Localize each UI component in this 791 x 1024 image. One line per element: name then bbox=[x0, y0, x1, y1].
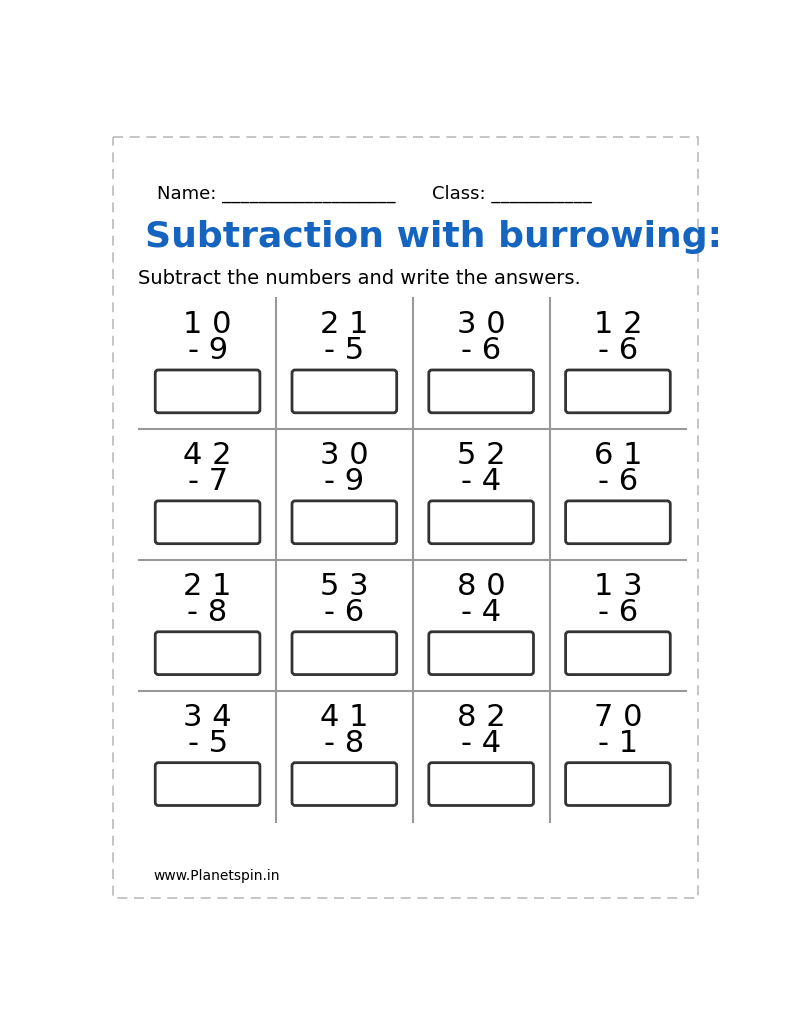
Text: 1 0: 1 0 bbox=[184, 310, 232, 339]
Text: - 8: - 8 bbox=[187, 598, 228, 627]
Text: 5 3: 5 3 bbox=[320, 572, 369, 601]
FancyBboxPatch shape bbox=[429, 501, 533, 544]
FancyBboxPatch shape bbox=[566, 763, 670, 806]
Text: - 5: - 5 bbox=[187, 729, 228, 758]
Text: - 5: - 5 bbox=[324, 336, 365, 366]
Text: Name: ___________________: Name: ___________________ bbox=[157, 184, 396, 203]
FancyBboxPatch shape bbox=[429, 370, 533, 413]
Text: Subtract the numbers and write the answers.: Subtract the numbers and write the answe… bbox=[138, 269, 581, 288]
FancyBboxPatch shape bbox=[155, 632, 260, 675]
Text: 4 1: 4 1 bbox=[320, 702, 369, 732]
Text: - 9: - 9 bbox=[187, 336, 228, 366]
Text: 3 0: 3 0 bbox=[457, 310, 505, 339]
Text: 8 2: 8 2 bbox=[457, 702, 505, 732]
FancyBboxPatch shape bbox=[429, 632, 533, 675]
Text: Subtraction with burrowing:: Subtraction with burrowing: bbox=[146, 220, 722, 254]
FancyBboxPatch shape bbox=[566, 501, 670, 544]
Text: 2 1: 2 1 bbox=[320, 310, 369, 339]
FancyBboxPatch shape bbox=[429, 763, 533, 806]
Text: - 6: - 6 bbox=[461, 336, 501, 366]
Text: - 4: - 4 bbox=[461, 467, 501, 497]
FancyBboxPatch shape bbox=[155, 763, 260, 806]
Text: - 6: - 6 bbox=[598, 467, 638, 497]
Text: - 4: - 4 bbox=[461, 598, 501, 627]
Text: - 8: - 8 bbox=[324, 729, 365, 758]
Text: - 7: - 7 bbox=[187, 467, 228, 497]
Text: 3 4: 3 4 bbox=[184, 702, 232, 732]
Text: - 9: - 9 bbox=[324, 467, 365, 497]
FancyBboxPatch shape bbox=[566, 632, 670, 675]
Text: - 6: - 6 bbox=[598, 336, 638, 366]
Text: 1 3: 1 3 bbox=[593, 572, 642, 601]
Text: 4 2: 4 2 bbox=[184, 441, 232, 470]
Text: 3 0: 3 0 bbox=[320, 441, 369, 470]
FancyBboxPatch shape bbox=[292, 370, 397, 413]
Text: 7 0: 7 0 bbox=[594, 702, 642, 732]
FancyBboxPatch shape bbox=[292, 763, 397, 806]
Text: Class: ___________: Class: ___________ bbox=[432, 184, 592, 203]
Text: www.Planetspin.in: www.Planetspin.in bbox=[153, 869, 280, 883]
FancyBboxPatch shape bbox=[566, 370, 670, 413]
FancyBboxPatch shape bbox=[292, 632, 397, 675]
Text: - 6: - 6 bbox=[324, 598, 365, 627]
FancyBboxPatch shape bbox=[155, 370, 260, 413]
Text: - 4: - 4 bbox=[461, 729, 501, 758]
FancyBboxPatch shape bbox=[155, 501, 260, 544]
FancyBboxPatch shape bbox=[292, 501, 397, 544]
Text: - 1: - 1 bbox=[598, 729, 638, 758]
Text: - 6: - 6 bbox=[598, 598, 638, 627]
Text: 1 2: 1 2 bbox=[594, 310, 642, 339]
Text: 5 2: 5 2 bbox=[457, 441, 505, 470]
Text: 8 0: 8 0 bbox=[457, 572, 505, 601]
Text: 6 1: 6 1 bbox=[594, 441, 642, 470]
Text: 2 1: 2 1 bbox=[184, 572, 232, 601]
